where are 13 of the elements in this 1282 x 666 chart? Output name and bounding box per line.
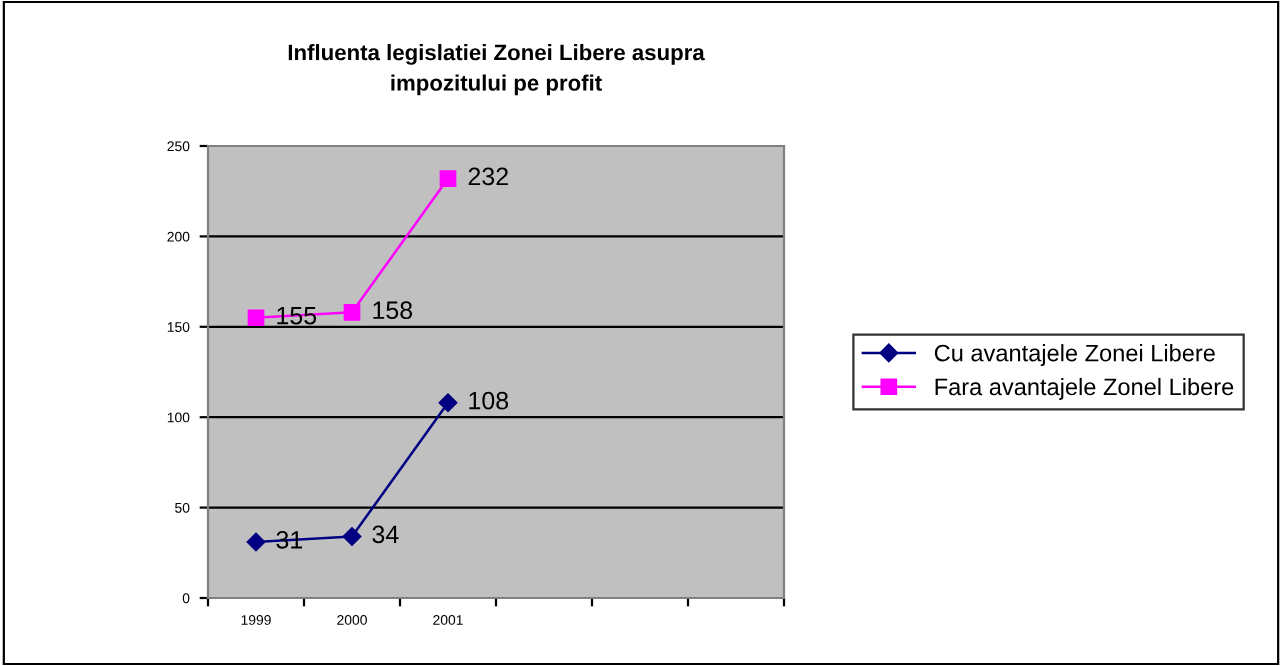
data-label: 34 (372, 525, 399, 544)
chart-title: Influenta legislatiei Zonei Libere asupra impozitului pe profit (288, 44, 705, 96)
point (246, 532, 266, 552)
point (343, 304, 361, 321)
data-label: 232 (468, 167, 508, 186)
legend-label: Cu avantajele Zonei Libere (934, 344, 1215, 367)
point (247, 309, 265, 327)
data-label: 158 (373, 301, 413, 320)
data-label: 108 (469, 391, 509, 410)
legend-label: Fara avantajele Zonel Libere (935, 377, 1234, 400)
point (439, 170, 457, 187)
point (438, 393, 458, 412)
point (342, 527, 362, 546)
